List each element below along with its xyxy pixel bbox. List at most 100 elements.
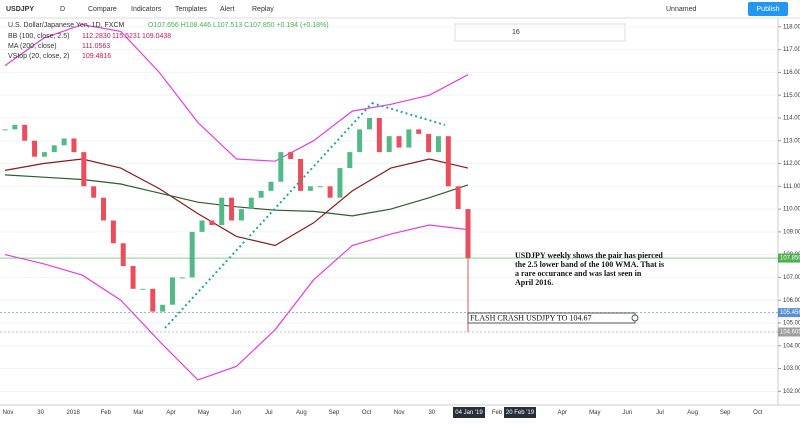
candle xyxy=(219,197,225,226)
candle xyxy=(130,266,136,289)
price-label-box xyxy=(778,327,800,337)
time-highlight-box xyxy=(453,407,485,418)
annotation: USDJPY weekly shows the pair has pierced… xyxy=(515,251,664,287)
time-highlight: 20 Feb '19 xyxy=(506,410,535,416)
indicator-value: 112.2830 xyxy=(82,33,111,40)
time-label: Aug xyxy=(296,410,307,416)
indicator-value: 115.5231 xyxy=(112,33,141,40)
candle xyxy=(61,138,67,146)
price-tick-label: 112.000 xyxy=(783,161,800,167)
candle xyxy=(169,277,175,305)
candle xyxy=(376,117,382,153)
price-tick-label: 114.000 xyxy=(783,116,800,122)
time-label: Jun xyxy=(623,410,633,416)
time-label: Feb xyxy=(492,410,503,416)
price-tick-label: 103.000 xyxy=(783,366,800,372)
legend-title: U.S. Dollar/Japanese Yen, 1D, FXCM xyxy=(8,22,125,29)
candle xyxy=(2,129,8,131)
time-label: May xyxy=(589,410,600,416)
layout-name[interactable]: Unnamed xyxy=(666,6,696,13)
trend-line xyxy=(371,102,446,126)
price-label: 105.456 xyxy=(780,310,800,316)
time-label: Apr xyxy=(166,410,175,416)
time-label: Jul xyxy=(265,410,273,416)
candle xyxy=(229,197,235,221)
price-label: 107.850 xyxy=(780,256,800,262)
time-label: Nov xyxy=(3,410,14,416)
time-label: Sep xyxy=(329,410,340,416)
price-label-box xyxy=(778,253,800,263)
time-label: Apr xyxy=(558,410,567,416)
candle xyxy=(396,136,402,148)
publish-button[interactable] xyxy=(748,2,788,16)
toolbar-button[interactable]: Alert xyxy=(220,6,234,13)
price-tick-label: 107.000 xyxy=(783,275,800,281)
candle xyxy=(199,220,205,232)
indicator-value: 109.0438 xyxy=(142,33,171,40)
candle xyxy=(32,140,38,157)
time-highlight: 04 Jan '19 xyxy=(455,410,483,416)
indicator-name: MA (200, close) xyxy=(8,43,57,50)
trend-line xyxy=(164,102,373,329)
time-label: May xyxy=(198,410,209,416)
price-tick-label: 111.000 xyxy=(783,184,800,190)
interval[interactable]: D xyxy=(60,6,65,13)
time-label: 30 xyxy=(428,410,435,416)
toolbar-button[interactable]: Compare xyxy=(88,6,117,13)
time-label: Oct xyxy=(362,410,372,416)
candle xyxy=(81,152,87,187)
candle xyxy=(238,209,244,221)
candle xyxy=(71,138,77,153)
toolbar-button[interactable]: Replay xyxy=(252,6,274,13)
symbol[interactable]: USDJPY xyxy=(6,6,34,13)
time-label: 30 xyxy=(37,410,44,416)
candle xyxy=(258,190,264,198)
price-tick-label: 105.000 xyxy=(783,321,800,327)
candle xyxy=(91,186,97,198)
toolbar-button[interactable]: Templates xyxy=(175,6,207,13)
candle xyxy=(248,197,254,210)
candle xyxy=(406,129,412,148)
candle xyxy=(426,133,432,153)
price-tick-label: 102.000 xyxy=(783,389,800,395)
candle xyxy=(357,129,363,153)
legend-ohlc: O107.656 H108.446 L107.513 C107.850 +0.1… xyxy=(148,22,329,29)
toolbar-button[interactable]: Indicators xyxy=(131,6,162,13)
candle xyxy=(120,243,126,267)
candle xyxy=(268,181,274,191)
time-label: Oct xyxy=(753,410,763,416)
candle xyxy=(22,124,28,141)
candle xyxy=(140,288,146,290)
time-label: Sep xyxy=(720,410,731,416)
time-label: Jun xyxy=(231,410,241,416)
candle xyxy=(317,186,323,188)
indicator-name: BB (100, close, 2.5) xyxy=(8,33,69,40)
candle xyxy=(455,186,461,210)
publish-label[interactable]: Publish xyxy=(757,6,780,13)
candle xyxy=(347,152,353,169)
indicator-value: 109.4816 xyxy=(82,53,111,60)
candle xyxy=(307,186,313,191)
price-tick-label: 116.000 xyxy=(783,70,800,76)
candle xyxy=(51,145,57,153)
candle xyxy=(416,129,422,134)
candle xyxy=(337,168,343,198)
candle xyxy=(288,152,294,159)
candle xyxy=(435,136,441,153)
indicator-value: 111.0563 xyxy=(82,43,110,50)
callout-handle[interactable] xyxy=(631,314,639,322)
candle xyxy=(298,158,304,191)
time-label: Aug xyxy=(687,410,698,416)
candle xyxy=(327,186,333,198)
time-label: 2018 xyxy=(67,410,81,416)
drawing-toolbar[interactable] xyxy=(454,23,626,42)
font-size[interactable]: 16 xyxy=(512,29,520,36)
indicator-name: VStop (20, close, 2) xyxy=(8,53,69,60)
candle xyxy=(12,124,18,130)
candle xyxy=(465,209,471,259)
candle xyxy=(445,136,451,187)
time-label: Mar xyxy=(133,410,143,416)
candle xyxy=(278,152,284,182)
price-tick-label: 118.000 xyxy=(783,24,800,30)
